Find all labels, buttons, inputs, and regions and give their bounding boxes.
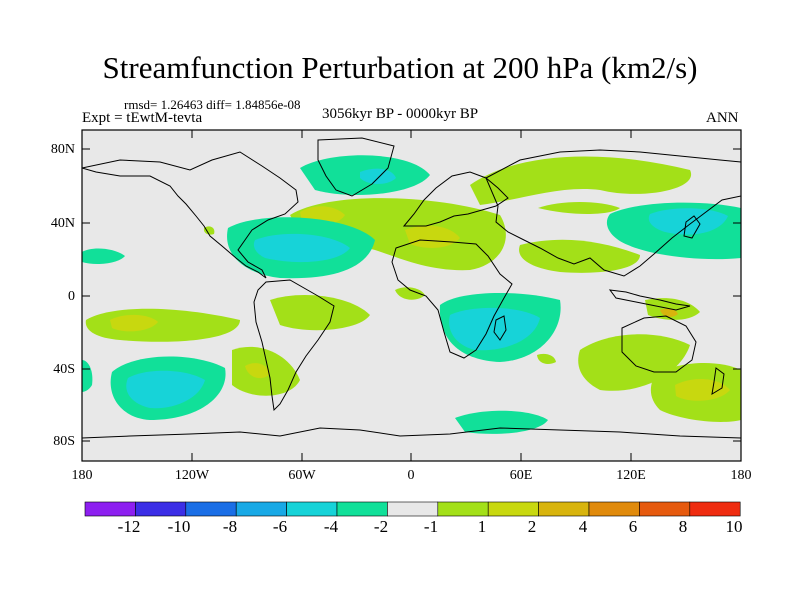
rmsd-diff-text: rmsd= 1.26463 diff= 1.84856e-08 bbox=[124, 97, 301, 112]
coastline-north-america bbox=[82, 151, 299, 279]
lon-label-60e: 60E bbox=[509, 468, 533, 483]
anomaly-core bbox=[648, 208, 728, 235]
coastline-europe bbox=[402, 171, 509, 227]
coastline-south-america bbox=[253, 279, 335, 412]
lat-label-80s: 80S bbox=[53, 434, 75, 449]
coastline-islands bbox=[608, 289, 691, 311]
coastline-antarctica bbox=[82, 427, 741, 439]
colorbar-swatch bbox=[538, 501, 590, 517]
axis-ticks bbox=[81, 130, 742, 461]
coastline-asia bbox=[485, 149, 741, 277]
anomaly-core bbox=[126, 370, 205, 409]
colorbar-label: 6 bbox=[628, 517, 638, 536]
anomaly-core bbox=[110, 314, 158, 332]
lon-label-120e: 120E bbox=[616, 468, 646, 483]
season-label: ANN bbox=[706, 110, 739, 126]
anomaly-core bbox=[245, 363, 270, 379]
colorbar-label: -1 bbox=[423, 517, 439, 536]
anomaly-region bbox=[519, 239, 640, 273]
colorbar-label: -12 bbox=[117, 517, 141, 536]
coastline-australia bbox=[621, 315, 697, 373]
colorbar-label: 8 bbox=[678, 517, 688, 536]
contour-field bbox=[82, 155, 741, 434]
colorbar-label: 1 bbox=[477, 517, 487, 536]
lon-label-60w: 60W bbox=[288, 468, 316, 483]
anomaly-region bbox=[270, 295, 370, 331]
anomaly-region bbox=[82, 248, 125, 264]
colorbar-label: -6 bbox=[272, 517, 288, 536]
anomaly-region bbox=[538, 202, 620, 214]
anomaly-core bbox=[675, 378, 730, 401]
coastlines bbox=[82, 137, 741, 439]
anomaly-region bbox=[537, 353, 556, 364]
coastline-new-zealand bbox=[711, 367, 725, 395]
colorbar-swatch bbox=[639, 501, 691, 517]
coastline-greenland bbox=[317, 137, 395, 197]
colorbar-swatch bbox=[387, 501, 439, 517]
anomaly-region bbox=[82, 360, 93, 392]
colorbar-swatch bbox=[185, 501, 237, 517]
colorbar-swatch bbox=[84, 501, 136, 517]
colorbar-swatch bbox=[689, 501, 741, 517]
anomaly-core bbox=[660, 308, 678, 318]
colorbar-swatch bbox=[336, 501, 388, 517]
colorbar-swatch bbox=[437, 501, 489, 517]
colorbar-label: -8 bbox=[222, 517, 238, 536]
colorbar-label: 10 bbox=[725, 517, 743, 536]
experiment-label: Expt = tEwtM-tevta bbox=[82, 110, 203, 126]
colorbar bbox=[84, 501, 741, 517]
anomaly-region bbox=[455, 410, 548, 434]
coastline-africa bbox=[391, 239, 513, 359]
anomaly-region bbox=[470, 156, 692, 205]
lon-label-120w: 120W bbox=[174, 468, 210, 483]
anomaly-region bbox=[203, 226, 215, 235]
colorbar-swatch bbox=[235, 501, 287, 517]
lon-label-0: 0 bbox=[407, 468, 415, 483]
anomaly-core bbox=[360, 168, 396, 184]
colorbar-label: -10 bbox=[167, 517, 191, 536]
colorbar-swatch bbox=[286, 501, 338, 517]
lat-label-80n: 80N bbox=[50, 142, 75, 157]
anomaly-core bbox=[405, 225, 460, 248]
colorbar-swatch bbox=[135, 501, 187, 517]
coastline-japan bbox=[683, 215, 701, 239]
colorbar-swatch bbox=[588, 501, 640, 517]
colorbar-label: -2 bbox=[373, 517, 389, 536]
lon-label-180w: 180 bbox=[71, 468, 93, 483]
anomaly-region bbox=[395, 287, 425, 300]
lon-label-180e: 180 bbox=[730, 468, 752, 483]
map-title: Streamfunction Perturbation at 200 hPa (… bbox=[102, 50, 698, 85]
coastline-madagascar bbox=[493, 315, 507, 341]
colorbar-label: 2 bbox=[527, 517, 537, 536]
colorbar-swatch bbox=[487, 501, 539, 517]
colorbar-label: -4 bbox=[323, 517, 339, 536]
colorbar-label: 4 bbox=[578, 517, 588, 536]
lat-label-0: 0 bbox=[68, 289, 75, 304]
lat-label-40s: 40S bbox=[53, 362, 75, 377]
anomaly-core bbox=[253, 233, 350, 263]
lat-label-40n: 40N bbox=[50, 216, 75, 231]
period-label: 3056kyr BP - 0000kyr BP bbox=[322, 106, 479, 122]
